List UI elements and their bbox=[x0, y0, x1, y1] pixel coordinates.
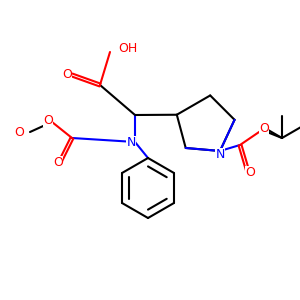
Text: O: O bbox=[43, 113, 53, 127]
Text: O: O bbox=[53, 155, 63, 169]
Text: O: O bbox=[259, 122, 269, 134]
Text: N: N bbox=[126, 136, 136, 148]
Text: O: O bbox=[14, 125, 24, 139]
Text: OH: OH bbox=[118, 41, 137, 55]
Text: O: O bbox=[62, 68, 72, 82]
Text: N: N bbox=[215, 148, 225, 161]
Text: O: O bbox=[245, 166, 255, 178]
